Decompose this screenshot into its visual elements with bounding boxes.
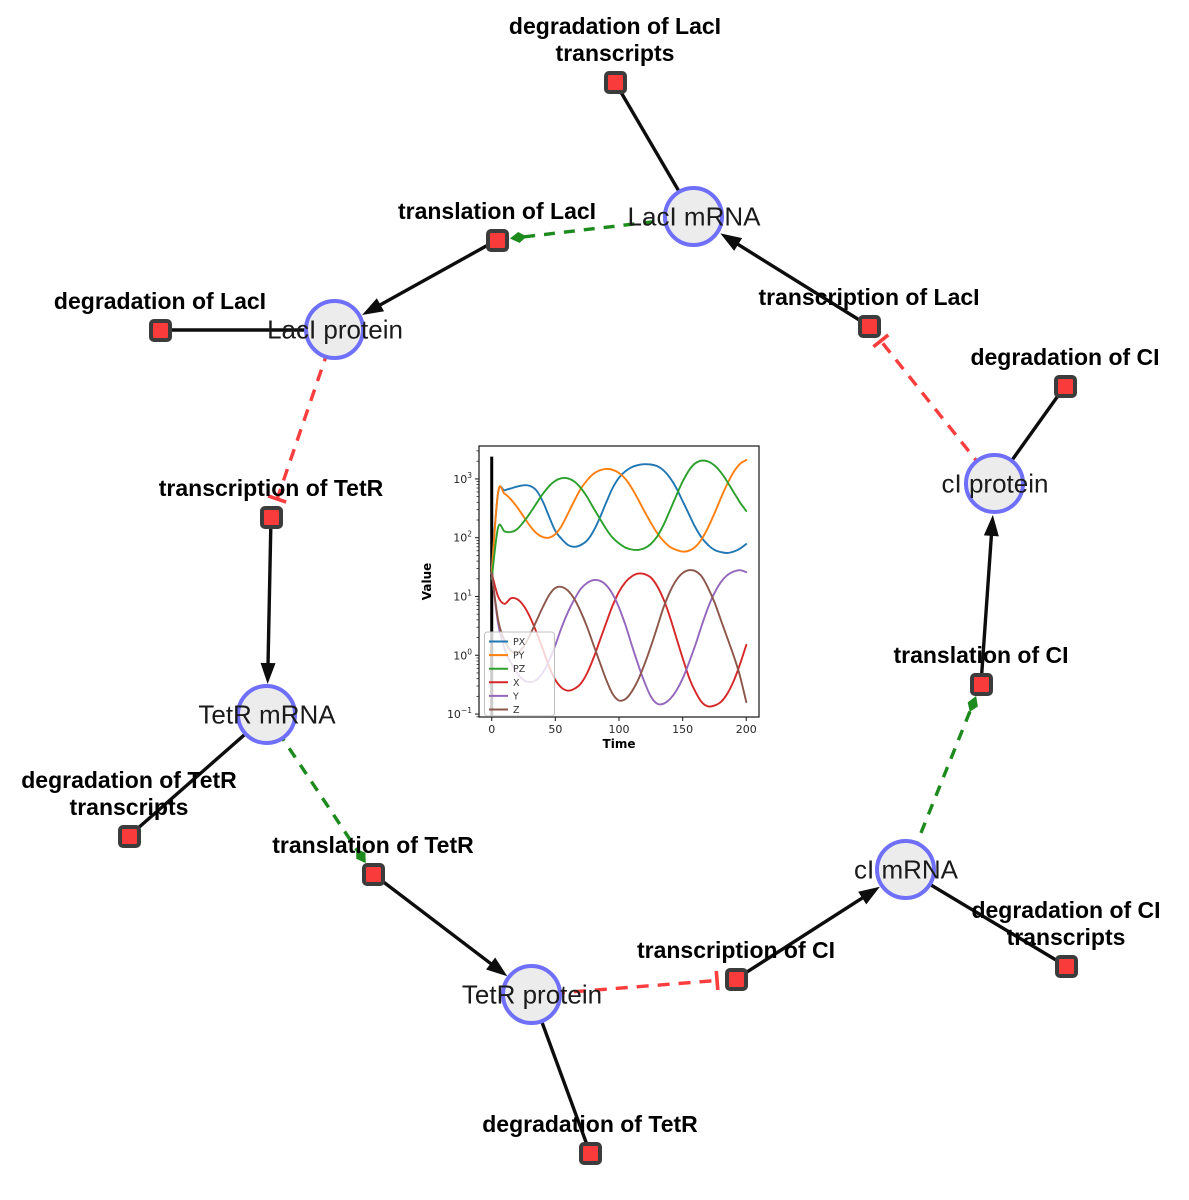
chart-legend: PX PY PZ XYZ: [484, 631, 555, 717]
reaction-node-transcription-tetr[interactable]: [259, 505, 283, 529]
reaction-node-translation-tetr[interactable]: [361, 862, 385, 886]
chart-series-PX: [490, 463, 748, 570]
reaction-node-degradation-tetr-transcripts[interactable]: [117, 824, 141, 848]
arrowhead: [983, 514, 999, 537]
inset-time-course-chart: 0 50 100 150 20010−1100101102103TimeValuePXP…: [420, 436, 770, 761]
arrowhead: [362, 298, 385, 315]
y-tick-label: 100: [453, 647, 472, 662]
edge-translation-ci-to-ci-protein: [979, 514, 999, 685]
x-tick-label: 0: [488, 723, 495, 736]
reaction-node-degradation-ci[interactable]: [1053, 374, 1077, 398]
arrowhead: [260, 662, 276, 685]
chart-background: [424, 436, 770, 761]
edge-tetr-protein-to-transcription-ci: [531, 970, 720, 997]
legend-label-PX: PX: [513, 637, 526, 648]
y-tick-label: 10−1: [447, 706, 472, 721]
y-tick-label: 101: [453, 588, 472, 603]
edge-ci-mrna-to-degradation-ci-transcripts: [905, 868, 1067, 968]
reaction-node-degradation-laci-transcripts[interactable]: [603, 70, 627, 94]
inhibition-tbar: [872, 333, 890, 349]
species-node-laci-protein[interactable]: [304, 299, 365, 360]
species-node-ci-protein[interactable]: [964, 453, 1025, 514]
y-axis-label: Value: [420, 563, 434, 601]
inhibition-tbar: [714, 970, 720, 991]
reaction-node-degradation-laci[interactable]: [148, 318, 172, 342]
arrowhead: [858, 886, 880, 905]
reaction-node-transcription-laci[interactable]: [857, 314, 881, 338]
modifier-arrowhead: [509, 231, 527, 243]
species-node-ci-mrna[interactable]: [875, 839, 936, 900]
legend-label-PY: PY: [513, 651, 525, 662]
legend-label-Y: Y: [512, 691, 519, 702]
reaction-node-translation-laci[interactable]: [485, 228, 509, 252]
modifier-arrowhead: [356, 849, 366, 864]
edge-translation-tetr-to-tetr-protein: [371, 872, 508, 977]
x-tick-label: 50: [548, 723, 562, 736]
chart-series-Z: [490, 569, 748, 704]
y-tick-label: 102: [453, 530, 472, 545]
x-axis-label: Time: [603, 737, 636, 751]
reaction-node-degradation-tetr[interactable]: [578, 1141, 602, 1165]
modifier-arrowhead: [967, 696, 978, 712]
edge-translation-laci-to-laci-protein: [362, 238, 498, 315]
species-node-laci-mrna[interactable]: [663, 186, 724, 247]
edge-transcription-laci-to-laci-mrna: [720, 233, 870, 328]
arrowhead: [720, 233, 743, 251]
x-tick-label: 100: [609, 723, 630, 736]
reaction-node-transcription-ci[interactable]: [724, 967, 748, 991]
legend-label-PZ: PZ: [513, 664, 526, 675]
x-tick-label: 200: [736, 723, 757, 736]
legend-label-X: X: [513, 678, 520, 689]
y-tick-label: 103: [453, 471, 472, 486]
chart-series-PZ: [490, 459, 748, 580]
edge-transcription-tetr-to-tetr-mrna: [260, 516, 276, 685]
reaction-node-degradation-ci-transcripts[interactable]: [1054, 954, 1078, 978]
arrowhead: [486, 957, 508, 977]
reaction-node-translation-ci[interactable]: [969, 672, 993, 696]
inhibition-tbar: [267, 494, 287, 504]
chart-series-PY: [490, 459, 748, 575]
x-tick-label: 150: [672, 723, 693, 736]
species-node-tetr-mrna[interactable]: [236, 684, 297, 745]
species-node-tetr-protein[interactable]: [501, 964, 562, 1025]
legend-label-Z: Z: [513, 705, 520, 716]
edge-transcription-ci-to-ci-mrna: [735, 886, 880, 981]
